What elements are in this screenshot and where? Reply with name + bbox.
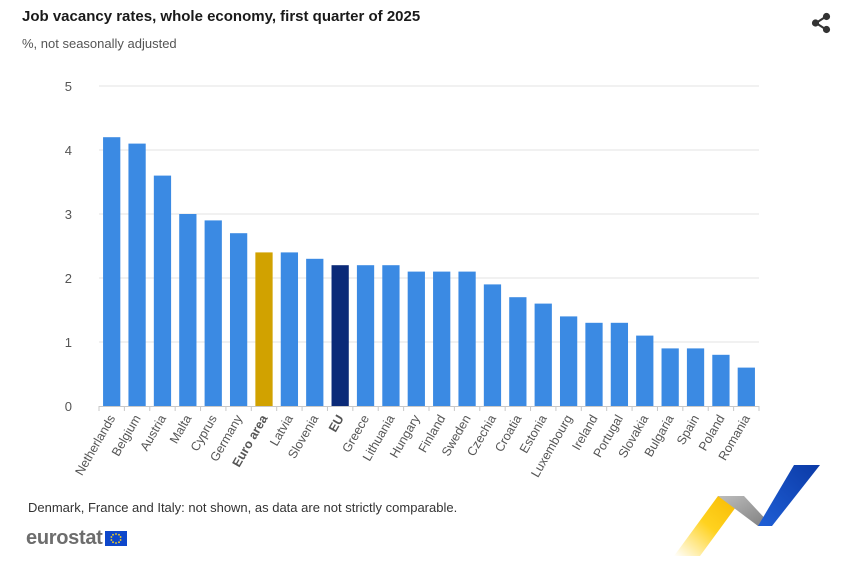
bar-malta[interactable] [179, 214, 197, 406]
bar-slovakia[interactable] [636, 335, 654, 406]
bar-romania[interactable] [737, 367, 755, 406]
share-icon[interactable] [808, 10, 834, 36]
y-tick-label: 0 [65, 399, 72, 414]
eurostat-logo[interactable]: eurostat [26, 527, 127, 549]
y-tick-label: 5 [65, 79, 72, 94]
bar-czechia[interactable] [483, 284, 502, 406]
y-tick-label: 2 [65, 271, 72, 286]
bar-netherlands[interactable] [103, 137, 121, 406]
decorative-swoosh [672, 460, 832, 565]
x-tick-label: Austria [137, 412, 169, 453]
bar-bulgaria[interactable] [661, 348, 679, 406]
bar-cyprus[interactable] [204, 220, 222, 406]
bar-slovenia[interactable] [306, 258, 324, 406]
bar-austria[interactable] [153, 175, 172, 406]
bar-hungary[interactable] [407, 271, 425, 406]
eu-flag-icon [104, 530, 127, 546]
footnote: Denmark, France and Italy: not shown, as… [28, 500, 458, 515]
logo-text: eurostat [26, 526, 103, 549]
bar-croatia[interactable] [509, 297, 527, 406]
bar-eu[interactable] [331, 265, 349, 406]
bar-germany[interactable] [229, 233, 248, 406]
y-tick-label: 1 [65, 335, 72, 350]
bar-poland[interactable] [712, 354, 730, 406]
bar-chart: 012345NetherlandsBelgiumAustriaMaltaCypr… [65, 79, 760, 480]
x-tick-label: Netherlands [72, 413, 118, 478]
y-tick-label: 3 [65, 207, 72, 222]
chart-title: Job vacancy rates, whole economy, first … [22, 8, 421, 25]
x-tick-label: EU [326, 413, 347, 435]
bar-euro-area[interactable] [255, 252, 273, 406]
bar-spain[interactable] [686, 348, 705, 406]
bar-portugal[interactable] [610, 322, 629, 406]
bar-belgium[interactable] [128, 143, 146, 406]
bar-ireland[interactable] [585, 322, 603, 406]
chart-subtitle: %, not seasonally adjusted [22, 36, 177, 51]
bar-finland[interactable] [433, 271, 451, 406]
y-tick-label: 4 [65, 143, 72, 158]
bar-sweden[interactable] [458, 271, 476, 406]
bar-latvia[interactable] [280, 252, 299, 406]
bar-luxembourg[interactable] [559, 316, 578, 406]
bar-greece[interactable] [356, 265, 375, 406]
bar-lithuania[interactable] [382, 265, 400, 406]
bar-estonia[interactable] [534, 303, 552, 406]
